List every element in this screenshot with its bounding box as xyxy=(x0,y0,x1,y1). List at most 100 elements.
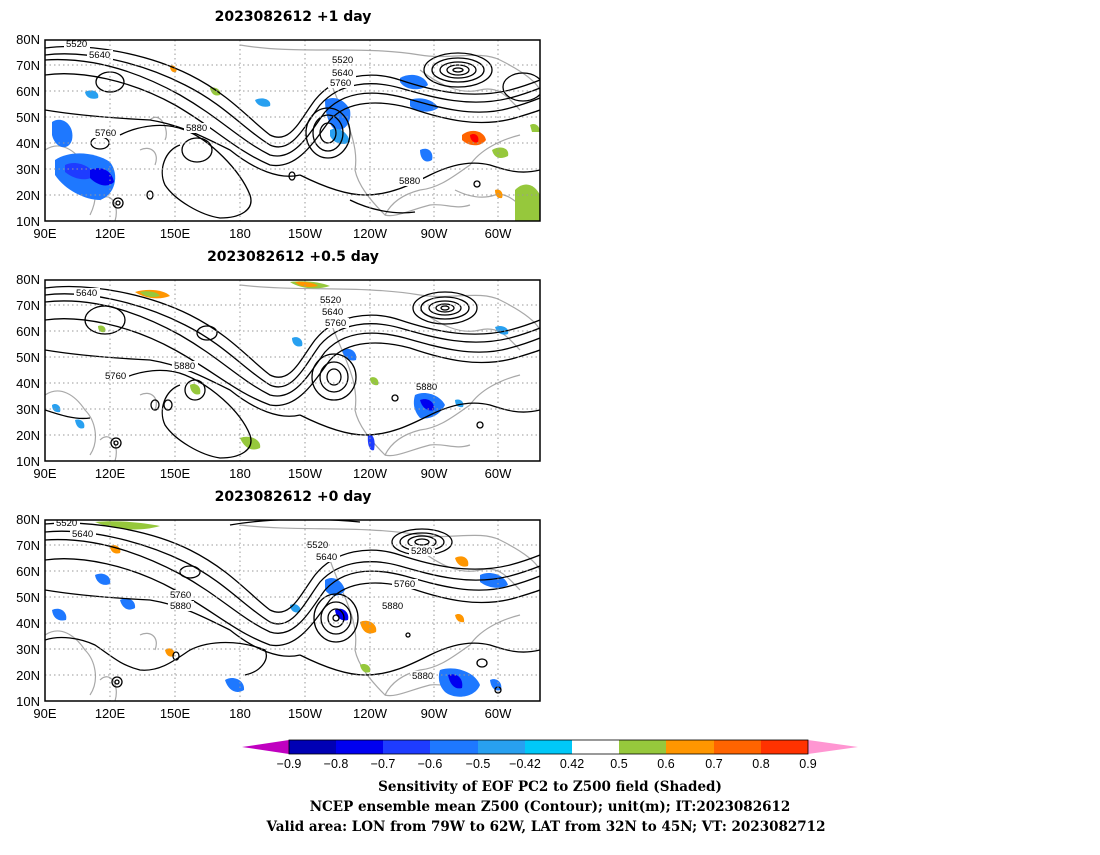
lon-label: 90E xyxy=(33,706,56,721)
colorbar-label: 0.42 xyxy=(560,757,584,771)
graticule xyxy=(45,40,540,221)
lat-label: 30N xyxy=(16,402,40,417)
lat-axis: 80N 70N 60N 50N 40N 30N 20N 10N xyxy=(16,512,40,709)
lon-label: 120W xyxy=(353,706,388,721)
lon-label: 150E xyxy=(160,226,191,241)
contour-label: 5640 xyxy=(89,50,110,61)
contour-labels: 5520 5640 5520 5640 5760 5760 5880 5880 xyxy=(64,40,423,187)
lat-label: 50N xyxy=(16,110,40,125)
map-panel-plus0day: 2023082612 +0 day xyxy=(16,489,541,721)
contour-labels: 5640 5520 5640 5760 5760 5880 5880 xyxy=(74,288,440,393)
sensitivity-shading xyxy=(52,281,509,451)
contour-label: 5760 xyxy=(394,579,415,590)
colorbar-label: −0.9 xyxy=(277,757,302,771)
lon-axis: 90E 120E 150E 180 150W 120W 90W 60W xyxy=(33,706,512,721)
sensitivity-shading xyxy=(52,65,540,221)
lon-label: 180 xyxy=(229,226,251,241)
colorbar-label: 0.9 xyxy=(799,757,816,771)
sensitivity-shading xyxy=(52,521,508,697)
lat-label: 80N xyxy=(16,272,40,287)
colorbar-label: −0.8 xyxy=(324,757,349,771)
lon-label: 180 xyxy=(229,466,251,481)
panel-title: 2023082612 +0.5 day xyxy=(207,249,379,265)
caption-line-3: Valid area: LON from 79W to 62W, LAT fro… xyxy=(266,819,826,835)
colorbar-segment xyxy=(336,740,383,754)
lon-label: 150W xyxy=(288,706,323,721)
caption-line-1: Sensitivity of EOF PC2 to Z500 field (Sh… xyxy=(378,779,722,795)
colorbar-label: 0.6 xyxy=(657,757,674,771)
lat-axis: 80N 70N 60N 50N 40N 30N 20N 10N xyxy=(16,272,40,469)
contour-label: 5760 xyxy=(170,590,191,601)
colorbar-ticks: −0.9 −0.8 −0.7 −0.6 −0.5 −0.42 0.42 0.5 … xyxy=(277,757,817,771)
panel-title: 2023082612 +0 day xyxy=(215,489,372,505)
contour-label: 5880 xyxy=(399,176,420,187)
colorbar-segment xyxy=(714,740,761,754)
colorbar-segment xyxy=(619,740,666,754)
z500-contours xyxy=(45,520,540,694)
contour-label: 5760 xyxy=(105,371,126,382)
colorbar-frame xyxy=(288,739,809,755)
map-frame xyxy=(44,519,541,702)
contour-label: 5640 xyxy=(76,288,97,299)
lon-label: 120E xyxy=(95,466,126,481)
figure-captions: Sensitivity of EOF PC2 to Z500 field (Sh… xyxy=(266,779,826,835)
lon-label: 90W xyxy=(421,226,448,241)
contour-label: 5880 xyxy=(412,671,433,682)
colorbar-label: −0.5 xyxy=(466,757,491,771)
lon-label: 120W xyxy=(353,466,388,481)
map-panel-plus1day: 2023082612 +1 day xyxy=(16,9,541,241)
lat-axis: 80N 70N 60N 50N 40N 30N 20N 10N xyxy=(16,32,40,229)
lat-label: 40N xyxy=(16,376,40,391)
lon-label: 150W xyxy=(288,226,323,241)
contour-label: 5640 xyxy=(316,552,337,563)
panel-title: 2023082612 +1 day xyxy=(215,9,372,25)
lat-label: 20N xyxy=(16,188,40,203)
lat-label: 70N xyxy=(16,58,40,73)
colorbar-label: 0.5 xyxy=(610,757,627,771)
lat-label: 10N xyxy=(16,694,40,709)
lat-label: 50N xyxy=(16,590,40,605)
lon-label: 180 xyxy=(229,706,251,721)
lon-label: 120E xyxy=(95,706,126,721)
contour-label: 5760 xyxy=(95,128,116,139)
contour-label: 5640 xyxy=(72,529,93,540)
lat-label: 70N xyxy=(16,538,40,553)
colorbar-label: 0.8 xyxy=(752,757,769,771)
colorbar-segment xyxy=(478,740,525,754)
lon-axis: 90E 120E 150E 180 150W 120W 90W 60W xyxy=(33,226,512,241)
contour-label: 5640 xyxy=(322,307,343,318)
map-panel-plus0.5day: 2023082612 +0.5 day xyxy=(16,249,541,481)
lon-label: 90W xyxy=(421,706,448,721)
colorbar-segment xyxy=(383,740,430,754)
lat-label: 40N xyxy=(16,136,40,151)
graticule xyxy=(45,280,540,461)
lat-label: 10N xyxy=(16,454,40,469)
map-frame xyxy=(44,279,541,462)
lon-axis: 90E 120E 150E 180 150W 120W 90W 60W xyxy=(33,466,512,481)
colorbar-max-arrow xyxy=(808,740,858,754)
contour-label: 5520 xyxy=(307,540,328,551)
lon-label: 60W xyxy=(485,706,512,721)
contour-label: 5880 xyxy=(382,601,403,612)
colorbar-label: −0.7 xyxy=(371,757,396,771)
colorbar-segment xyxy=(666,740,714,754)
lat-label: 80N xyxy=(16,32,40,47)
contour-label: 5760 xyxy=(330,78,351,89)
colorbar: −0.9 −0.8 −0.7 −0.6 −0.5 −0.42 0.42 0.5 … xyxy=(242,739,858,771)
contour-label: 5880 xyxy=(186,123,207,134)
colorbar-segment xyxy=(289,740,336,754)
lon-label: 150E xyxy=(160,466,191,481)
colorbar-label: −0.6 xyxy=(418,757,443,771)
contour-label: 5280 xyxy=(411,546,432,557)
contour-label: 5520 xyxy=(320,295,341,306)
caption-line-2: NCEP ensemble mean Z500 (Contour); unit(… xyxy=(310,799,791,815)
lat-label: 60N xyxy=(16,84,40,99)
lon-label: 150W xyxy=(288,466,323,481)
contour-labels: 5520 5640 5520 5640 5280 5760 5880 5760 … xyxy=(54,520,436,682)
lon-label: 120E xyxy=(95,226,126,241)
lon-label: 150E xyxy=(160,706,191,721)
lon-label: 60W xyxy=(485,466,512,481)
lat-label: 30N xyxy=(16,642,40,657)
lon-label: 90W xyxy=(421,466,448,481)
lon-label: 90E xyxy=(33,226,56,241)
